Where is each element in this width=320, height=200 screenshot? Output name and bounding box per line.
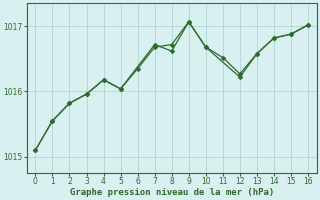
X-axis label: Graphe pression niveau de la mer (hPa): Graphe pression niveau de la mer (hPa) bbox=[69, 188, 274, 197]
